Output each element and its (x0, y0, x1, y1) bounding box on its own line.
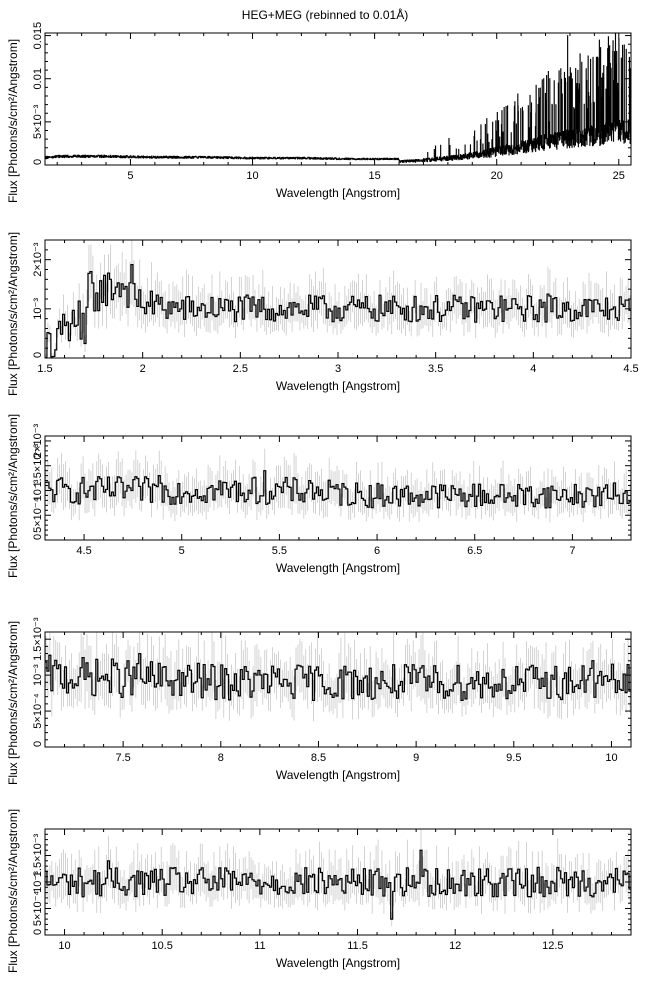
x-tick-label: 5 (127, 170, 133, 182)
x-tick-label: 10 (246, 170, 258, 182)
spectrum-line (45, 849, 631, 920)
y-tick-label: 5×10⁻³ (32, 104, 44, 139)
x-tick-label: 10 (58, 940, 70, 952)
y-axis-label: Flux [Photons/s/cm²/Angstrom] (6, 39, 20, 203)
y-tick-label: 0 (32, 929, 44, 935)
y-axis-label: Flux [Photons/s/cm²/Angstrom] (6, 809, 20, 973)
spectrum-data (45, 829, 631, 927)
x-tick-label: 11.5 (347, 940, 368, 952)
x-tick-label: 9.5 (506, 752, 521, 764)
x-tick-label: 7 (569, 545, 575, 557)
x-tick-label: 2.5 (233, 363, 248, 375)
y-tick-label: 5×10⁻⁴ (32, 693, 44, 729)
y-tick-label: 2×10⁻³ (32, 242, 44, 277)
y-axis-label: Flux [Photons/s/cm²/Angstrom] (6, 414, 20, 578)
spectrum-panel-2: 1.5 2 2.5 3 3.5 4 4.5 0 10⁻³ 2×10⁻³ Wavelength [An… (6, 232, 639, 396)
y-tick-label: 5×10⁻⁴ (32, 891, 44, 927)
x-tick-label: 4 (530, 363, 536, 375)
spectrum-line (45, 470, 631, 509)
x-tick-label: 8 (218, 752, 224, 764)
x-axis-label: Wavelength [Angstrom] (276, 186, 400, 200)
x-tick-label: 2 (140, 363, 146, 375)
y-axis-label: Flux [Photons/s/cm²/Angstrom] (6, 621, 20, 785)
x-tick-label: 9 (413, 752, 419, 764)
y-tick-label: 1.5×10⁻³ (32, 444, 44, 488)
spectrum-panel-5: 10 10.5 11 11.5 12 12.5 0 5×10⁻⁴10⁻³1.5×10⁻³ Wav… (6, 809, 632, 973)
y-tick-label: 0 (32, 741, 44, 747)
x-tick-label: 11 (254, 940, 265, 952)
y-tick-label: 1.5×10⁻³ (32, 617, 44, 661)
spectrum-line (45, 33, 631, 163)
spectrum-line (45, 652, 631, 702)
y-tick-label: 10⁻³ (32, 664, 44, 686)
y-tick-label: 10⁻³ (32, 479, 44, 501)
x-tick-label: 7.5 (115, 752, 130, 764)
y-tick-label: 2×10⁻³ (32, 423, 44, 458)
x-tick-label: 12.5 (542, 940, 563, 952)
spectrum-data (45, 632, 631, 722)
y-tick-label: 1.5×10⁻³ (32, 833, 44, 877)
spectrum-panel-4: 7.5 8 8.5 9 9.5 10 0 5×10⁻⁴ 10⁻³ 1.5×10⁻³ Waveleng… (6, 617, 632, 785)
spectrum-panel-3: 4.5 5 5.5 6 6.5 7 05×10⁻⁴10⁻³1.5×10⁻³2×10⁻³ Wav… (6, 414, 632, 578)
y-tick-label: 0 (32, 159, 44, 165)
x-tick-label: 10.5 (151, 940, 172, 952)
spectrum-line (45, 263, 631, 358)
x-tick-label: 20 (491, 170, 503, 182)
x-tick-label: 4.5 (623, 363, 638, 375)
x-tick-label: 4.5 (76, 545, 91, 557)
y-tick-label: 0.01 (32, 68, 44, 89)
spectrum-data (45, 448, 631, 523)
y-tick-label: 0 (32, 534, 44, 540)
spectrum-panel-1: 5 10 15 20 25 0 5×10⁻³ 0.01 0.015 Wavelength [Ang… (6, 22, 632, 203)
x-axis-label: Wavelength [Angstrom] (276, 561, 400, 575)
x-tick-label: 1.5 (37, 363, 52, 375)
y-tick-label: 0.015 (32, 22, 44, 50)
chart-title: HEG+MEG (rebinned to 0.01Å) (241, 8, 409, 22)
x-tick-label: 5 (179, 545, 185, 557)
x-axis-label: Wavelength [Angstrom] (276, 768, 400, 782)
y-tick-label: 10⁻³ (32, 871, 44, 893)
plot-frame (44, 239, 632, 359)
x-tick-label: 12 (449, 940, 461, 952)
y-tick-label: 5×10⁻⁴ (32, 497, 44, 533)
spectrum-data (45, 33, 631, 163)
x-tick-label: 6.5 (467, 545, 482, 557)
x-axis-label: Wavelength [Angstrom] (276, 379, 400, 393)
spectrum-data (45, 240, 631, 358)
x-tick-label: 5.5 (272, 545, 287, 557)
x-tick-label: 6 (374, 545, 380, 557)
x-tick-label: 3 (335, 363, 341, 375)
x-tick-label: 10 (605, 752, 617, 764)
plot-frame (44, 32, 632, 166)
x-axis-label: Wavelength [Angstrom] (276, 956, 400, 970)
y-tick-label: 10⁻³ (32, 298, 44, 320)
y-tick-label: 0 (32, 352, 44, 358)
x-tick-label: 25 (613, 170, 625, 182)
x-tick-label: 3.5 (428, 363, 443, 375)
x-tick-label: 15 (369, 170, 381, 182)
x-tick-label: 8.5 (311, 752, 326, 764)
y-axis-label: Flux [Photons/s/cm²/Angstrom] (6, 232, 20, 396)
